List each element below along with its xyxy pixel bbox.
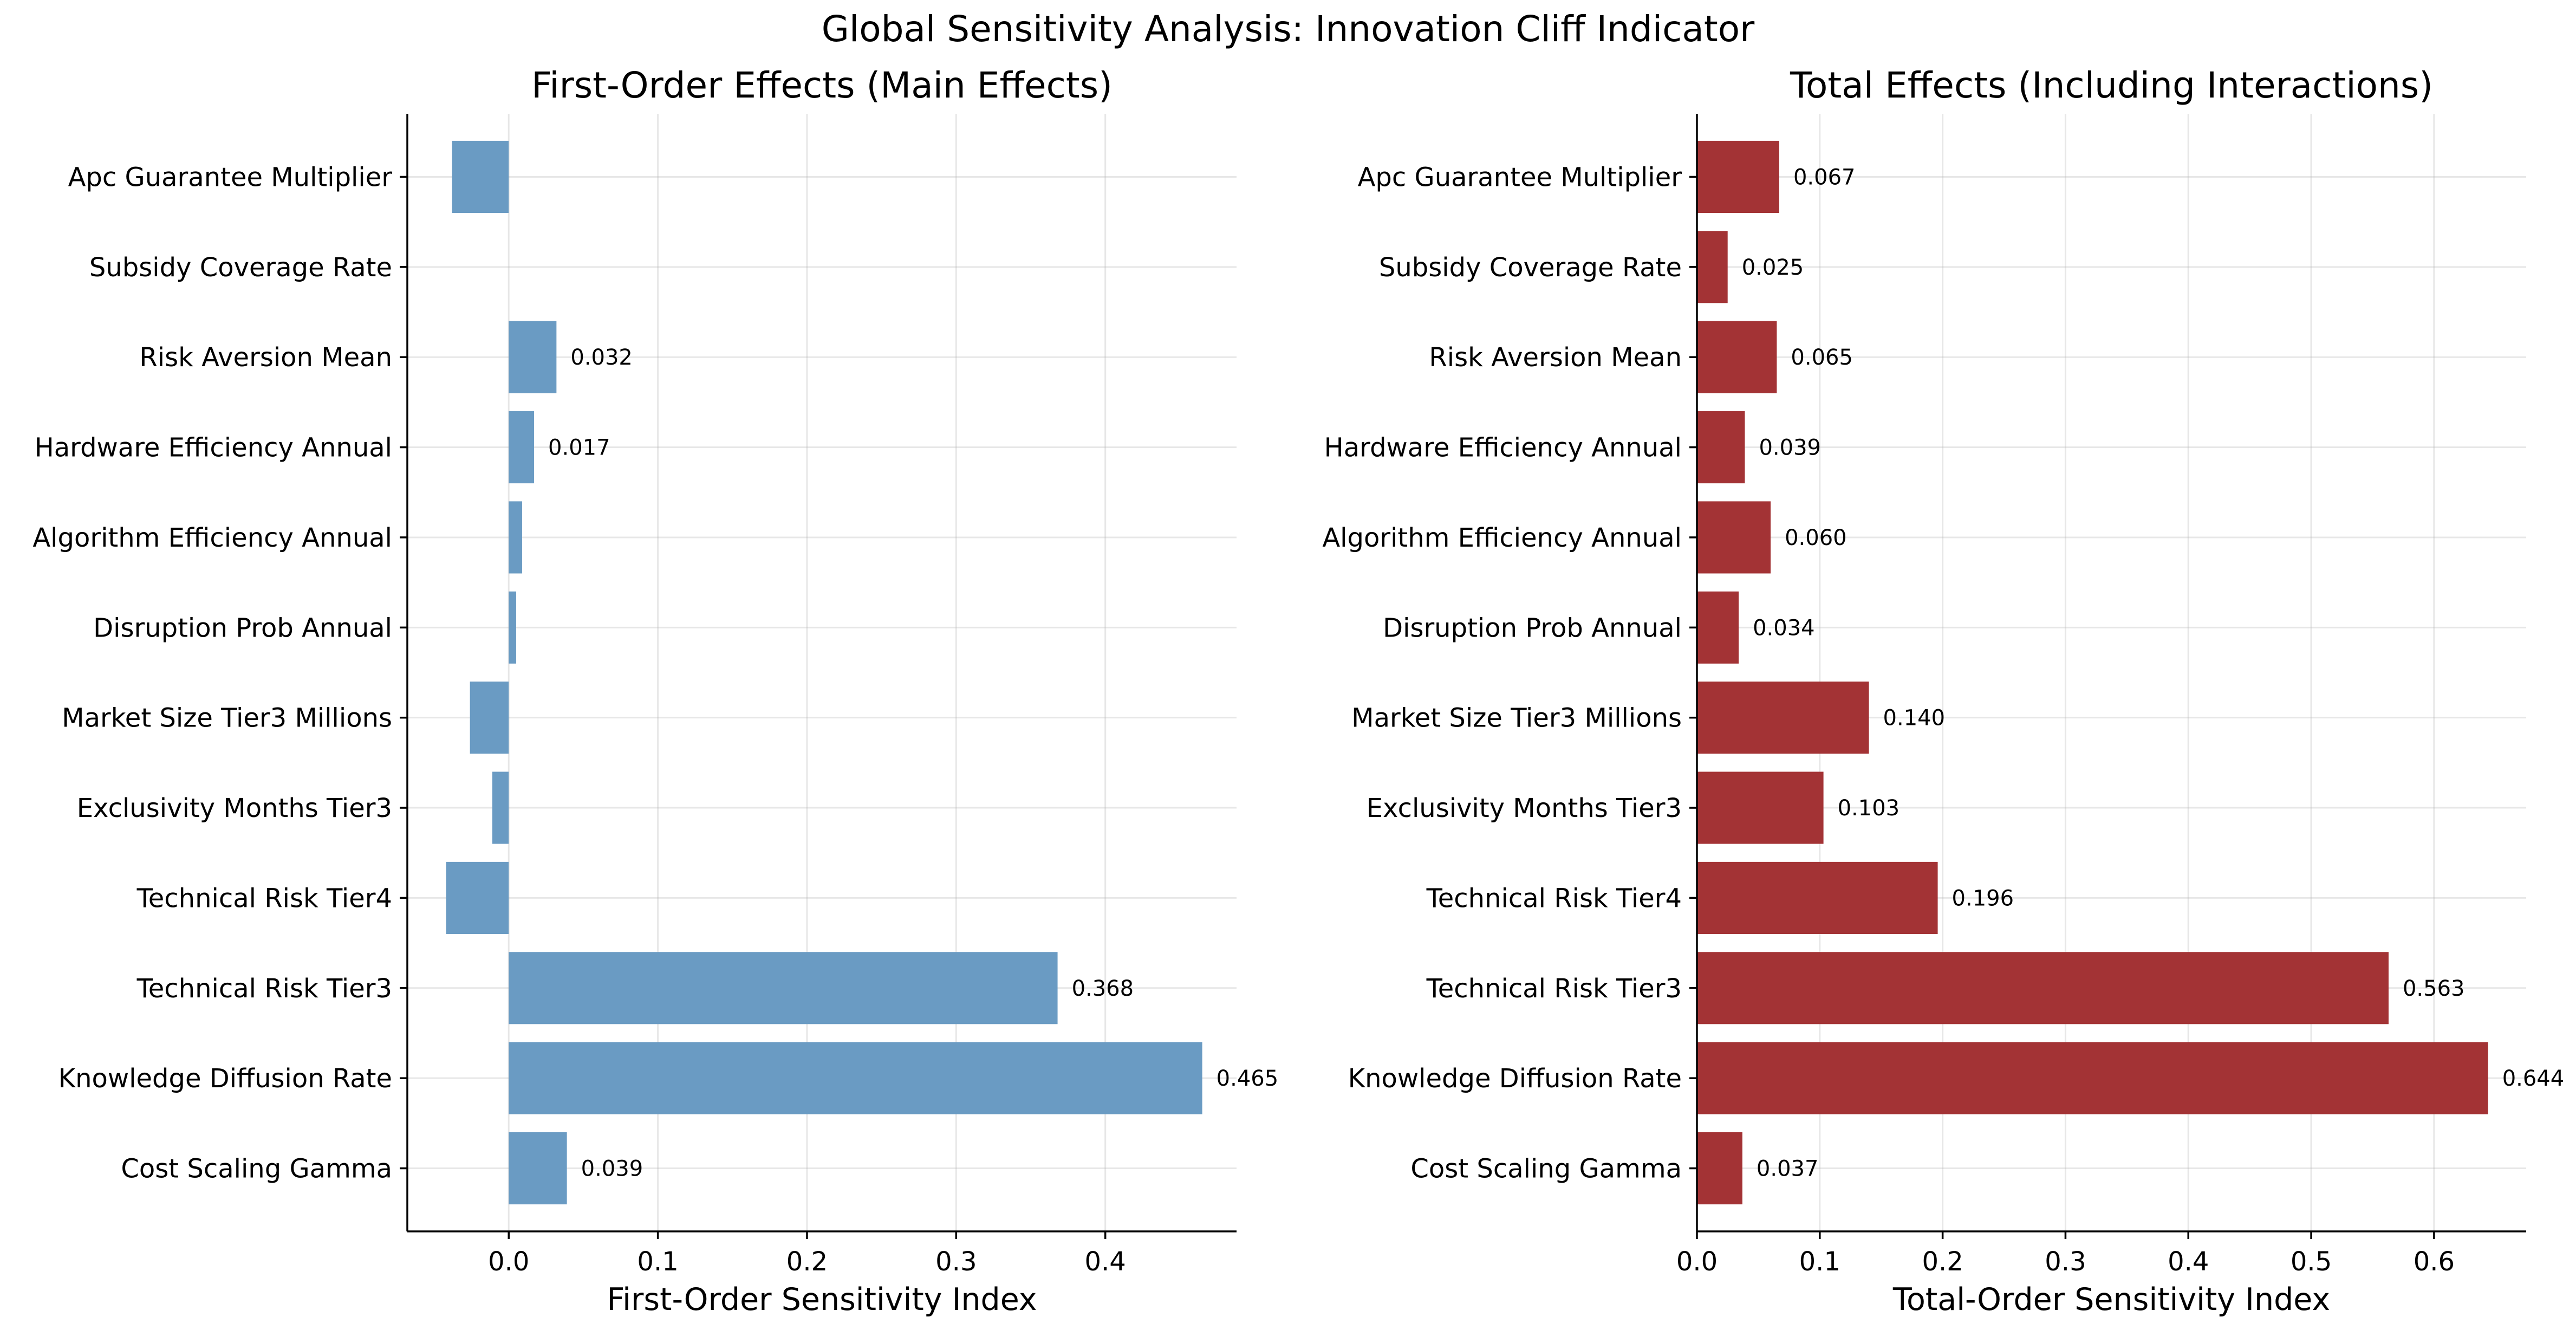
first-order-chart-title: First-Order Effects (Main Effects) [531, 64, 1113, 106]
first-order-category-label-knowledge-diffusion-rate: Knowledge Diffusion Rate [58, 1063, 392, 1094]
total-order-data-label-exclusivity-months-tier3: 0.103 [1838, 796, 1900, 821]
first-order-x-tick-label: 0.3 [935, 1247, 977, 1277]
first-order-category-label-cost-scaling-gamma: Cost Scaling Gamma [121, 1154, 392, 1184]
first-order-category-label-disruption-prob-annual: Disruption Prob Annual [93, 613, 392, 643]
first-order-x-axis-label: First-Order Sensitivity Index [607, 1282, 1037, 1318]
total-order-category-label-cost-scaling-gamma: Cost Scaling Gamma [1410, 1154, 1682, 1184]
total-order-x-tick-label: 0.5 [2291, 1247, 2332, 1277]
first-order-bar-technical-risk-tier3 [509, 952, 1058, 1024]
total-order-category-label-technical-risk-tier4: Technical Risk Tier4 [1426, 883, 1682, 913]
total-order-chart-title: Total Effects (Including Interactions) [1790, 64, 2433, 106]
total-order-bar-technical-risk-tier4 [1697, 861, 1938, 934]
first-order-bar-exclusivity-months-tier3 [492, 771, 509, 844]
total-order-bar-apc-guarantee-multiplier [1697, 140, 1779, 213]
first-order-category-label-algorithm-efficiency-annual: Algorithm Efficiency Annual [32, 523, 392, 553]
total-order-category-label-risk-aversion-mean: Risk Aversion Mean [1429, 342, 1682, 373]
total-order-data-label-cost-scaling-gamma: 0.037 [1757, 1157, 1819, 1182]
total-order-category-label-hardware-efficiency-annual: Hardware Efficiency Annual [1324, 433, 1682, 463]
total-order-data-label-knowledge-diffusion-rate: 0.644 [2502, 1066, 2565, 1091]
total-order-x-tick-label: 0.3 [2045, 1247, 2086, 1277]
total-order-x-tick-label: 0.6 [2414, 1247, 2455, 1277]
first-order-effects-chart: First-Order Effects (Main Effects) 0.0 0.1… [32, 64, 1278, 1318]
first-order-category-label-subsidy-coverage-rate: Subsidy Coverage Rate [89, 252, 392, 283]
first-order-bar-hardware-efficiency-annual [509, 411, 535, 484]
total-order-bar-hardware-efficiency-annual [1697, 411, 1745, 484]
total-order-bar-knowledge-diffusion-rate [1697, 1042, 2488, 1114]
first-order-category-label-hardware-efficiency-annual: Hardware Efficiency Annual [35, 433, 392, 463]
total-order-data-label-apc-guarantee-multiplier: 0.067 [1793, 165, 1856, 190]
first-order-data-label-cost-scaling-gamma: 0.039 [581, 1157, 643, 1182]
total-order-data-label-disruption-prob-annual: 0.034 [1753, 615, 1815, 640]
first-order-x-tick-label: 0.1 [637, 1247, 678, 1277]
total-order-bar-subsidy-coverage-rate [1697, 231, 1728, 303]
first-order-category-label-technical-risk-tier3: Technical Risk Tier3 [136, 974, 392, 1004]
total-order-data-label-hardware-efficiency-annual: 0.039 [1759, 436, 1821, 460]
total-order-data-label-technical-risk-tier3: 0.563 [2403, 976, 2465, 1001]
first-order-bar-algorithm-efficiency-annual [509, 501, 523, 574]
total-order-bar-risk-aversion-mean [1697, 321, 1777, 393]
first-order-data-label-knowledge-diffusion-rate: 0.465 [1217, 1066, 1279, 1091]
first-order-x-tick-label: 0.4 [1085, 1247, 1126, 1277]
first-order-category-label-risk-aversion-mean: Risk Aversion Mean [139, 342, 392, 373]
first-order-data-label-technical-risk-tier3: 0.368 [1072, 976, 1134, 1001]
total-order-data-label-subsidy-coverage-rate: 0.025 [1742, 255, 1804, 280]
total-order-x-tick-label: 0.1 [1799, 1247, 1840, 1277]
total-order-category-label-market-size-tier3-millions: Market Size Tier3 Millions [1351, 703, 1682, 734]
first-order-bar-disruption-prob-annual [509, 591, 517, 664]
first-order-x-tick-label: 0.0 [488, 1247, 529, 1277]
first-order-bar-market-size-tier3-millions [470, 682, 509, 754]
figure-title: Global Sensitivity Analysis: Innovation … [822, 8, 1755, 50]
first-order-category-label-market-size-tier3-millions: Market Size Tier3 Millions [62, 703, 392, 734]
total-order-bar-cost-scaling-gamma [1697, 1132, 1742, 1205]
total-order-x-tick-label: 0.0 [1676, 1247, 1718, 1277]
total-order-bar-algorithm-efficiency-annual [1697, 501, 1771, 574]
first-order-bar-knowledge-diffusion-rate [509, 1042, 1202, 1114]
total-order-category-label-subsidy-coverage-rate: Subsidy Coverage Rate [1379, 252, 1682, 283]
first-order-bar-apc-guarantee-multiplier [452, 140, 509, 213]
first-order-category-label-exclusivity-months-tier3: Exclusivity Months Tier3 [77, 793, 392, 823]
first-order-x-tick-label: 0.2 [786, 1247, 828, 1277]
total-order-x-axis-label: Total-Order Sensitivity Index [1892, 1282, 2330, 1318]
first-order-bar-technical-risk-tier4 [446, 861, 509, 934]
total-order-category-label-technical-risk-tier3: Technical Risk Tier3 [1426, 974, 1682, 1004]
first-order-data-label-hardware-efficiency-annual: 0.017 [548, 436, 610, 460]
first-order-bar-cost-scaling-gamma [509, 1132, 567, 1205]
total-order-x-tick-label: 0.2 [1922, 1247, 1963, 1277]
total-order-data-label-market-size-tier3-millions: 0.140 [1883, 706, 1946, 731]
total-order-data-label-algorithm-efficiency-annual: 0.060 [1785, 525, 1847, 550]
total-order-category-label-algorithm-efficiency-annual: Algorithm Efficiency Annual [1322, 523, 1682, 553]
total-order-data-label-risk-aversion-mean: 0.065 [1791, 345, 1853, 370]
total-order-x-tick-label: 0.4 [2168, 1247, 2209, 1277]
total-order-bar-exclusivity-months-tier3 [1697, 771, 1824, 844]
total-order-bar-market-size-tier3-millions [1697, 682, 1869, 754]
total-order-category-label-disruption-prob-annual: Disruption Prob Annual [1383, 613, 1682, 643]
first-order-category-label-technical-risk-tier4: Technical Risk Tier4 [136, 883, 392, 913]
total-effects-chart: Total Effects (Including Interactions) 0.… [1322, 64, 2564, 1318]
total-order-category-label-apc-guarantee-multiplier: Apc Guarantee Multiplier [1358, 162, 1682, 192]
total-order-bar-technical-risk-tier3 [1697, 952, 2389, 1024]
first-order-category-label-apc-guarantee-multiplier: Apc Guarantee Multiplier [68, 162, 393, 192]
first-order-bar-risk-aversion-mean [509, 321, 557, 393]
first-order-data-label-risk-aversion-mean: 0.032 [570, 345, 633, 370]
total-order-category-label-exclusivity-months-tier3: Exclusivity Months Tier3 [1367, 793, 1682, 823]
total-order-category-label-knowledge-diffusion-rate: Knowledge Diffusion Rate [1348, 1063, 1682, 1094]
total-order-bar-disruption-prob-annual [1697, 591, 1739, 664]
total-order-data-label-technical-risk-tier4: 0.196 [1952, 886, 2014, 911]
